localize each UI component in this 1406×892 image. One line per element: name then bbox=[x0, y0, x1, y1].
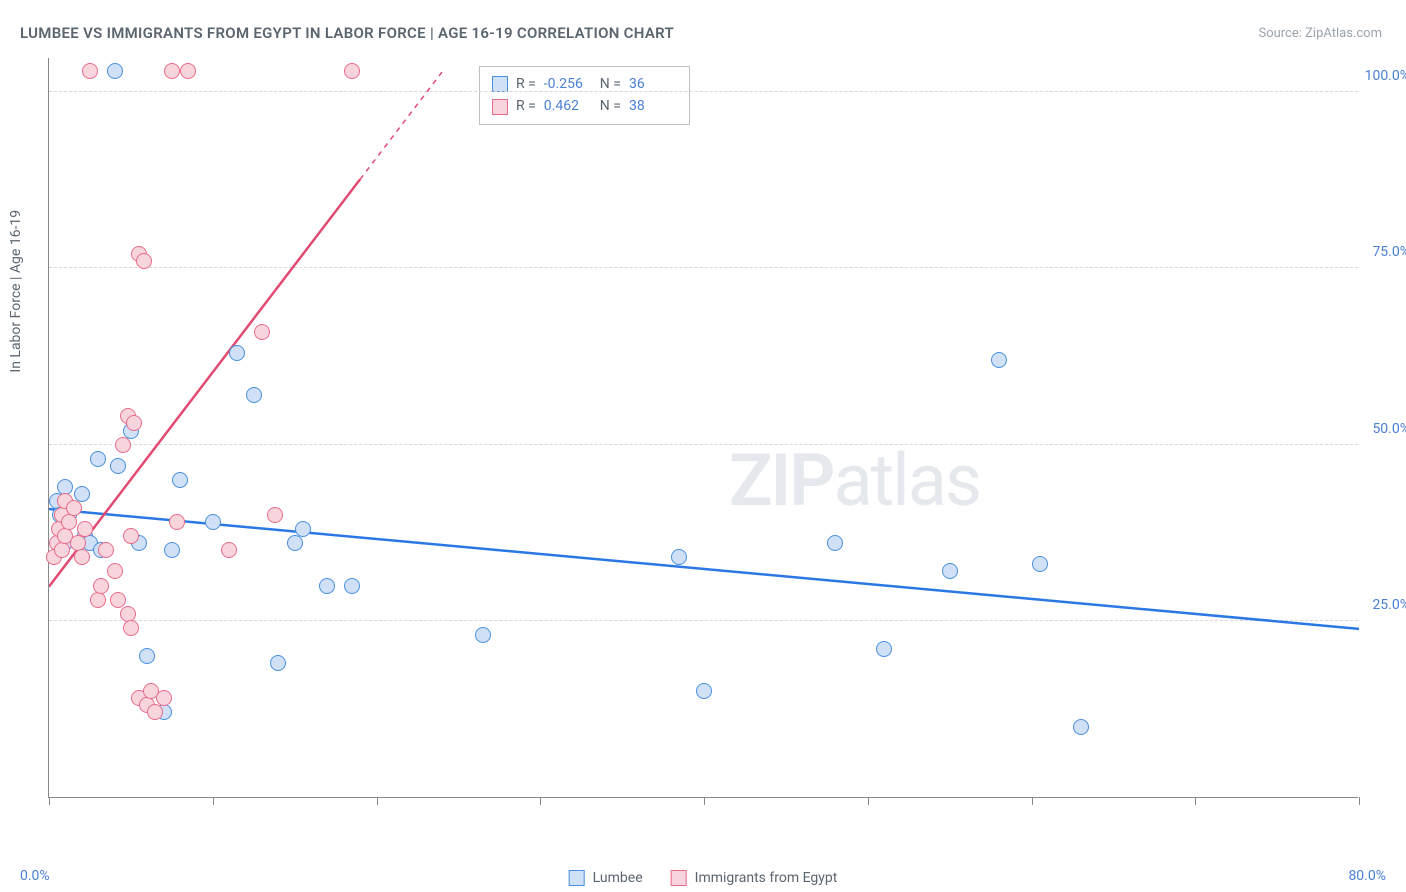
scatter-point bbox=[123, 528, 139, 544]
scatter-point bbox=[156, 690, 172, 706]
x-tick bbox=[704, 797, 705, 805]
y-tick-label: 75.0% bbox=[1372, 244, 1406, 260]
scatter-point bbox=[164, 63, 180, 79]
scatter-point bbox=[54, 542, 70, 558]
chart-title: LUMBEE VS IMMIGRANTS FROM EGYPT IN LABOR… bbox=[20, 24, 674, 42]
scatter-point bbox=[147, 704, 163, 720]
scatter-point bbox=[991, 352, 1007, 368]
scatter-point bbox=[229, 345, 245, 361]
scatter-point bbox=[1073, 719, 1089, 735]
scatter-point bbox=[139, 648, 155, 664]
scatter-point bbox=[136, 253, 152, 269]
legend-label-lumbee: Lumbee bbox=[593, 870, 643, 886]
x-tick bbox=[540, 797, 541, 805]
scatter-point bbox=[287, 535, 303, 551]
scatter-point bbox=[123, 620, 139, 636]
scatter-point bbox=[1032, 556, 1048, 572]
y-tick-label: 50.0% bbox=[1372, 421, 1406, 437]
scatter-point bbox=[876, 641, 892, 657]
n-label: N = bbox=[600, 95, 621, 117]
scatter-point bbox=[344, 63, 360, 79]
scatter-point bbox=[110, 592, 126, 608]
scatter-point bbox=[107, 63, 123, 79]
scatter-point bbox=[107, 563, 123, 579]
scatter-point bbox=[90, 592, 106, 608]
scatter-point bbox=[254, 324, 270, 340]
legend-label-egypt: Immigrants from Egypt bbox=[695, 870, 838, 886]
scatter-point bbox=[93, 578, 109, 594]
gridline-h bbox=[49, 444, 1358, 445]
r-label: R = bbox=[516, 95, 536, 117]
scatter-point bbox=[246, 387, 262, 403]
scatter-point bbox=[77, 521, 93, 537]
scatter-point bbox=[74, 549, 90, 565]
scatter-point bbox=[164, 542, 180, 558]
x-tick bbox=[1359, 797, 1360, 805]
scatter-point bbox=[115, 437, 131, 453]
legend-item-lumbee: Lumbee bbox=[569, 870, 643, 886]
scatter-point bbox=[90, 451, 106, 467]
scatter-point bbox=[344, 578, 360, 594]
scatter-point bbox=[267, 507, 283, 523]
scatter-point bbox=[98, 542, 114, 558]
scatter-point bbox=[172, 472, 188, 488]
scatter-point bbox=[180, 63, 196, 79]
x-tick bbox=[1032, 797, 1033, 805]
r-value-1: 0.462 bbox=[544, 95, 592, 117]
x-tick bbox=[49, 797, 50, 805]
legend-swatch-lumbee bbox=[492, 76, 508, 92]
legend-swatch-egypt bbox=[671, 870, 687, 886]
y-axis-title: In Labor Force | Age 16-19 bbox=[8, 210, 24, 373]
gridline-h bbox=[49, 267, 1358, 268]
legend-swatch-egypt bbox=[492, 99, 508, 115]
scatter-point bbox=[82, 63, 98, 79]
scatter-point bbox=[221, 542, 237, 558]
legend-stats-row-1: R = 0.462 N = 38 bbox=[492, 95, 677, 117]
scatter-point bbox=[110, 458, 126, 474]
scatter-point bbox=[827, 535, 843, 551]
scatter-point bbox=[126, 415, 142, 431]
scatter-point bbox=[169, 514, 185, 530]
watermark: ZIPatlas bbox=[729, 438, 980, 523]
x-tick bbox=[213, 797, 214, 805]
x-tick bbox=[1195, 797, 1196, 805]
scatter-point bbox=[475, 627, 491, 643]
scatter-point bbox=[295, 521, 311, 537]
scatter-point bbox=[671, 549, 687, 565]
scatter-point bbox=[270, 655, 286, 671]
plot-area: R = -0.256 N = 36 R = 0.462 N = 38 ZIPat… bbox=[48, 58, 1358, 798]
y-tick-label: 25.0% bbox=[1372, 597, 1406, 613]
source-label: Source: ZipAtlas.com bbox=[1258, 26, 1382, 41]
legend-swatch-lumbee bbox=[569, 870, 585, 886]
gridline-h bbox=[49, 91, 1358, 92]
x-tick bbox=[377, 797, 378, 805]
gridline-h bbox=[49, 620, 1358, 621]
scatter-point bbox=[696, 683, 712, 699]
scatter-point bbox=[66, 500, 82, 516]
x-axis-max-label: 80.0% bbox=[1348, 868, 1386, 884]
n-value-1: 38 bbox=[629, 95, 677, 117]
bottom-legend: Lumbee Immigrants from Egypt bbox=[569, 870, 838, 886]
x-axis-min-label: 0.0% bbox=[20, 868, 50, 884]
scatter-point bbox=[61, 514, 77, 530]
y-tick-label: 100.0% bbox=[1365, 68, 1406, 84]
legend-item-egypt: Immigrants from Egypt bbox=[671, 870, 838, 886]
scatter-point bbox=[319, 578, 335, 594]
x-tick bbox=[868, 797, 869, 805]
correlation-chart: LUMBEE VS IMMIGRANTS FROM EGYPT IN LABOR… bbox=[0, 0, 1406, 892]
scatter-point bbox=[205, 514, 221, 530]
scatter-point bbox=[942, 563, 958, 579]
legend-stats-box: R = -0.256 N = 36 R = 0.462 N = 38 bbox=[479, 66, 690, 125]
